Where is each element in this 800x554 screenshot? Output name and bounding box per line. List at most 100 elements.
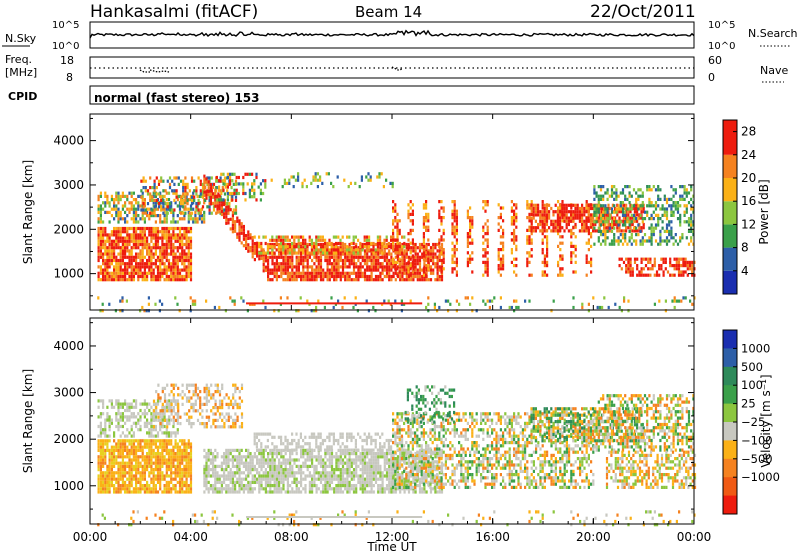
power-cell (291, 278, 294, 282)
power-cell (646, 239, 649, 243)
power-cell (585, 241, 588, 245)
power-cell (108, 242, 111, 247)
power-cell (328, 262, 331, 266)
power-cell (684, 257, 687, 261)
velocity-cell (165, 464, 168, 468)
power-cell (486, 257, 489, 261)
power-cell (363, 278, 367, 282)
power-cell (121, 194, 124, 198)
power-cell (189, 217, 193, 221)
power-cell (183, 258, 186, 263)
velocity-cell (146, 445, 149, 449)
power-cell (403, 241, 406, 246)
power-cell (282, 238, 285, 242)
power-cell (113, 274, 116, 279)
velocity-cell (146, 487, 149, 491)
power-cell (148, 262, 151, 266)
power-cell (610, 210, 614, 214)
power-cell (493, 296, 496, 300)
power-cell (148, 242, 151, 247)
power-cell (587, 216, 590, 220)
power-cell (335, 274, 338, 279)
power-cell (626, 197, 629, 201)
power-cell (366, 262, 369, 266)
power-cell (627, 210, 630, 214)
velocity-cell (170, 434, 173, 438)
power-cell (264, 259, 267, 263)
power-cell (655, 273, 659, 277)
power-cell (209, 186, 212, 190)
power-cell (156, 274, 160, 279)
velocity-cell (135, 487, 138, 491)
power-cell (407, 267, 410, 271)
power-cell (271, 258, 274, 263)
velocity-cell (159, 484, 162, 488)
power-cell (128, 233, 131, 237)
power-cell (280, 235, 283, 239)
power-cell (545, 222, 548, 227)
velocity-cell (187, 468, 190, 472)
power-cell (407, 278, 411, 282)
velocity-cell (97, 439, 100, 443)
power-cell (585, 206, 588, 210)
power-cell (187, 239, 190, 243)
power-cell (665, 210, 669, 214)
power-cell (502, 206, 505, 210)
velocity-cell (137, 477, 140, 481)
power-colorbar-label: 24 (741, 148, 756, 162)
velocity-cell (102, 431, 105, 435)
power-cell (339, 238, 342, 242)
velocity-cell (97, 487, 100, 491)
velocity-cell (178, 477, 182, 481)
power-cell (97, 252, 100, 256)
power-cell (526, 257, 529, 261)
power-cell (615, 197, 618, 201)
power-cell (466, 216, 469, 220)
power-cell (374, 255, 378, 259)
power-cell (641, 220, 644, 224)
power-cell (455, 299, 458, 303)
power-cell (132, 214, 135, 218)
power-cell (619, 239, 622, 243)
power-cell (438, 268, 441, 272)
power-cell (603, 222, 606, 227)
power-cell (574, 248, 577, 252)
power-cell (618, 257, 621, 261)
power-cell (130, 255, 133, 259)
power-cell (377, 268, 380, 272)
power-cell (174, 255, 177, 259)
power-cell (310, 309, 313, 313)
power-cell (203, 181, 206, 185)
power-cell (570, 203, 573, 207)
power-cell (171, 208, 174, 212)
velocity-cell (106, 480, 109, 484)
power-cell (546, 260, 549, 264)
power-cell (313, 251, 316, 255)
power-cell (567, 222, 570, 227)
power-cell (451, 212, 454, 216)
power-cell (291, 271, 294, 275)
velocity-cell (172, 383, 175, 387)
power-cell (159, 220, 162, 224)
power-cell (647, 260, 650, 264)
power-cell (374, 309, 377, 313)
power-cell (247, 236, 250, 240)
power-cell (275, 278, 278, 282)
power-cell (311, 265, 314, 269)
power-cell (117, 262, 120, 266)
power-cell (147, 302, 150, 306)
power-cell (317, 258, 320, 263)
power-cell (537, 222, 540, 227)
power-cell (273, 238, 276, 242)
power-cell (284, 262, 287, 266)
power-cell (148, 230, 151, 234)
velocity-cell (178, 484, 182, 488)
power-cell (182, 198, 185, 202)
power-cell (245, 237, 248, 241)
velocity-cell (97, 448, 100, 452)
power-cell (372, 305, 375, 310)
power-cell (150, 252, 153, 256)
power-cell (113, 207, 116, 211)
power-cell (282, 262, 285, 266)
power-cell (165, 274, 168, 279)
